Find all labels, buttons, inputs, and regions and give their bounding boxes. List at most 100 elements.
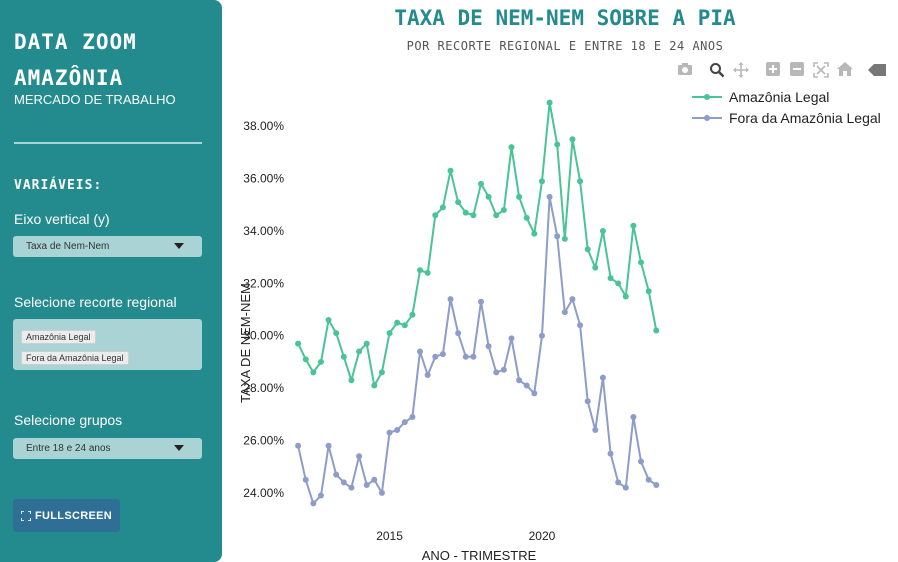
app-title-line2: AMAZÔNIA (14, 66, 124, 90)
legend-item-fora-amazonia-legal[interactable]: Fora da Amazônia Legal (692, 109, 881, 130)
data-point (485, 193, 492, 200)
data-point (638, 458, 645, 465)
data-point (447, 167, 454, 174)
region-chip[interactable]: Amazônia Legal (21, 330, 96, 344)
data-point (417, 348, 424, 355)
series-line-0 (297, 101, 658, 387)
data-point (478, 298, 484, 305)
line-chart[interactable]: 24.00% 26.00% 28.00% 30.00% 32.00% 34.00% 36.0… (230, 90, 690, 562)
y-tick-label: 26.00% (243, 434, 284, 448)
data-point (561, 235, 568, 242)
data-point (538, 332, 545, 339)
data-point (424, 269, 431, 276)
sidebar: DATA ZOOM AMAZÔNIA MERCADO DE TRABALHO V… (0, 0, 222, 562)
data-point (333, 330, 340, 337)
data-point (622, 484, 629, 491)
data-point (516, 377, 523, 384)
data-point (455, 330, 462, 337)
data-point (554, 233, 561, 240)
zoom-out-icon[interactable] (788, 62, 806, 80)
chart-subtitle: POR RECORTE REGIONAL E ENTRE 18 E 24 ANO… (406, 39, 724, 53)
app-subtitle: MERCADO DE TRABALHO (14, 92, 176, 107)
data-point (569, 296, 576, 303)
data-point (546, 99, 553, 106)
data-point (371, 382, 378, 389)
data-point (645, 476, 652, 483)
data-point (546, 193, 553, 200)
data-point (599, 374, 606, 381)
data-point (615, 479, 622, 486)
data-point (295, 340, 302, 347)
data-point (531, 230, 538, 237)
camera-icon[interactable] (676, 62, 694, 80)
y-axis-label: Eixo vertical (y) (14, 211, 110, 227)
chevron-down-icon (174, 243, 184, 249)
region-multiselect[interactable]: Amazônia Legal Fora da Amazônia Legal (13, 319, 202, 370)
data-point (653, 482, 660, 489)
chart-legend: Amazônia Legal Fora da Amazônia Legal (692, 88, 881, 130)
chevron-down-icon (174, 445, 184, 451)
app-title: DATA ZOOM AMAZÔNIA (14, 24, 137, 96)
y-axis-title: TAXA DE NEM-NEM (238, 283, 253, 403)
data-point (523, 382, 530, 389)
data-point (561, 309, 568, 316)
data-point (340, 353, 347, 360)
region-chip[interactable]: Fora da Amazônia Legal (21, 351, 129, 365)
data-point (394, 319, 401, 326)
y-tick-label: 34.00% (243, 224, 284, 238)
data-point (302, 356, 309, 363)
data-point (310, 369, 317, 376)
data-point (538, 178, 545, 185)
data-point (462, 353, 469, 360)
legend-item-amazonia-legal[interactable]: Amazônia Legal (692, 88, 881, 109)
plot-modebar (676, 62, 888, 80)
group-select[interactable]: Entre 18 e 24 anos (13, 438, 202, 459)
chart-title: TAXA DE NEM-NEM SOBRE A PIA (394, 6, 736, 30)
data-point (317, 358, 324, 365)
y-tick-label: 36.00% (243, 172, 284, 186)
fullscreen-icon (21, 510, 32, 521)
data-point (622, 293, 629, 300)
data-point (378, 369, 385, 376)
data-point (508, 144, 515, 151)
data-point (523, 214, 530, 221)
data-point (295, 442, 302, 449)
legend-swatch (692, 115, 722, 121)
data-point (470, 353, 477, 360)
data-point (645, 288, 652, 295)
legend-label: Fora da Amazônia Legal (729, 110, 881, 126)
data-point (577, 178, 584, 185)
y-tick-label: 24.00% (243, 486, 284, 500)
data-point (310, 500, 317, 507)
data-point (386, 429, 393, 436)
data-point (485, 343, 492, 350)
y-tick-label: 28.00% (243, 381, 284, 395)
data-point (447, 296, 454, 303)
pan-icon[interactable] (732, 62, 750, 80)
data-point (599, 227, 606, 234)
fullscreen-button[interactable]: FULLSCREEN (13, 499, 120, 532)
legend-label: Amazônia Legal (729, 89, 830, 105)
region-label: Selecione recorte regional (14, 294, 177, 310)
legend-swatch (692, 94, 722, 100)
data-point (630, 222, 637, 229)
autoscale-icon[interactable] (812, 62, 830, 80)
data-point (340, 479, 347, 486)
plotly-logo-icon[interactable] (868, 62, 886, 80)
data-point (356, 453, 363, 460)
data-point (417, 267, 424, 274)
zoom-in-icon[interactable] (764, 62, 782, 80)
y-tick-label: 38.00% (243, 119, 284, 133)
data-point (638, 259, 645, 266)
data-point (500, 207, 507, 214)
data-point (439, 351, 446, 358)
y-axis-select[interactable]: Taxa de Nem-Nem (13, 236, 202, 257)
home-icon[interactable] (836, 62, 854, 80)
data-point (516, 193, 523, 200)
data-point (584, 246, 591, 253)
series-line-1 (297, 195, 657, 505)
data-point (432, 212, 439, 219)
data-point (409, 413, 416, 420)
data-point (333, 471, 340, 478)
zoom-icon[interactable] (708, 62, 726, 80)
